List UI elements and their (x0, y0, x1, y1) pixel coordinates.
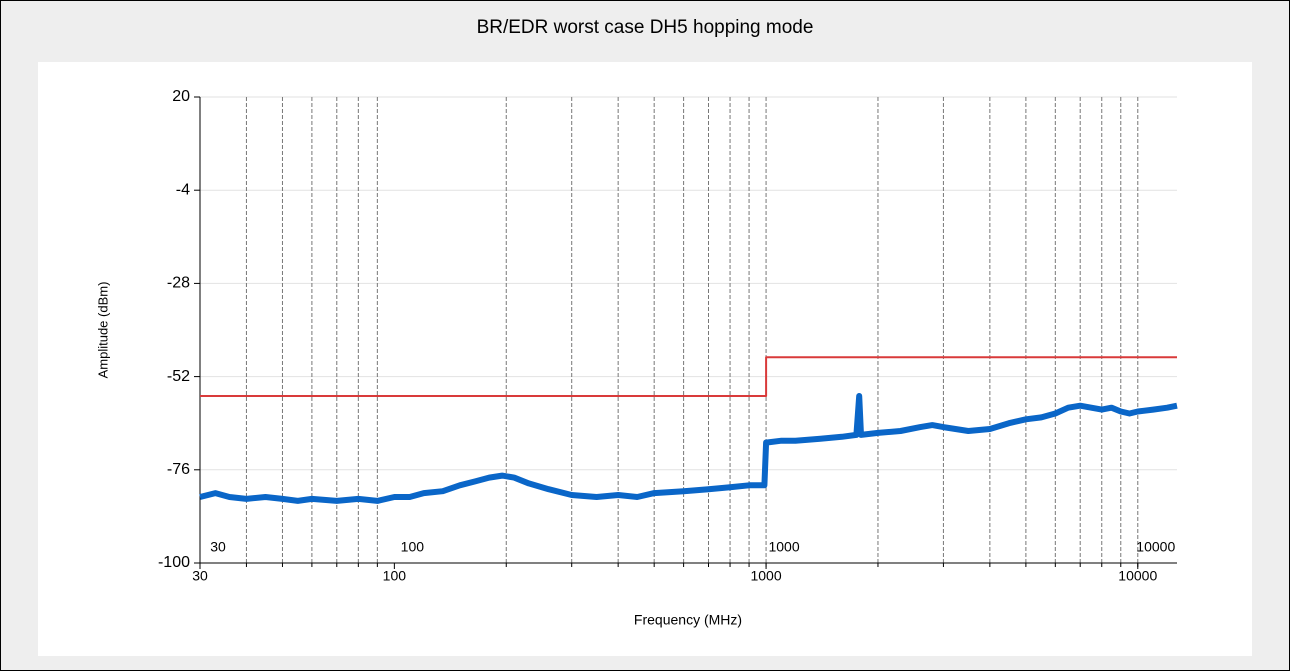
x-tick-label: 30 (192, 568, 208, 584)
y-tick-label: -76 (167, 461, 190, 478)
trace (199, 393, 1178, 504)
x-tick-label: 30 (210, 539, 226, 555)
x-tick-label: 10000 (1136, 539, 1175, 555)
x-tick-label: 1000 (768, 539, 799, 555)
y-tick-label: -4 (176, 181, 190, 198)
chart-panel (38, 62, 1252, 656)
chart-title: BR/EDR worst case DH5 hopping mode (477, 17, 814, 38)
x-tick-label: 10000 (1118, 568, 1157, 584)
y-tick-label: -52 (167, 368, 190, 385)
x-axis-label: Frequency (MHz) (634, 612, 742, 628)
y-tick-label: -28 (167, 275, 190, 292)
limit-line (200, 356, 1177, 397)
y-tick-label: -100 (158, 554, 190, 571)
y-tick-label: 20 (172, 88, 190, 105)
x-tick-label: 100 (401, 539, 425, 555)
y-axis-label: Amplitude (dBm) (95, 282, 110, 379)
x-tick-label: 100 (383, 568, 407, 584)
x-tick-label: 1000 (750, 568, 781, 584)
